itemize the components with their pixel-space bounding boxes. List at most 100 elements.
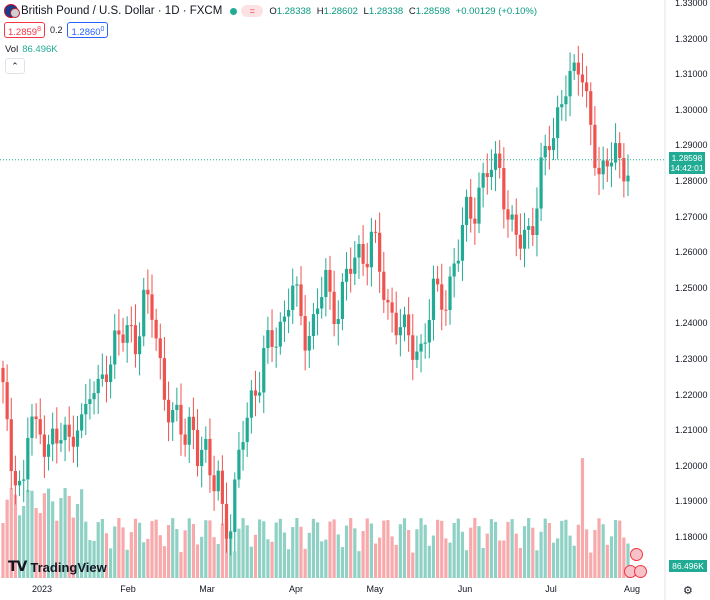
candle-body xyxy=(419,343,423,352)
candle-body xyxy=(191,416,195,430)
candle-body xyxy=(626,175,630,182)
candle-body xyxy=(593,124,597,168)
volume-bar xyxy=(436,519,440,578)
candle-body xyxy=(9,419,13,472)
price-tick-label: 1.22000 xyxy=(675,389,708,400)
candle-body xyxy=(249,390,253,418)
candle-body xyxy=(601,160,605,175)
candle-body xyxy=(564,96,568,105)
candle-body xyxy=(212,475,216,492)
ohlc-high-value: 1.28602 xyxy=(323,5,358,17)
candle-body xyxy=(605,160,609,167)
volume-bar xyxy=(237,528,241,578)
candle-body xyxy=(386,299,390,303)
volume-bar xyxy=(589,552,593,578)
candle-body xyxy=(286,309,291,317)
volume-bar xyxy=(191,523,195,578)
time-tick-label: Apr xyxy=(288,584,304,594)
volume-bar xyxy=(477,526,481,578)
volume-bar xyxy=(258,519,262,578)
price-tick-label: 1.21000 xyxy=(675,425,708,436)
candle-body xyxy=(510,214,514,220)
tv-logo-icon: TV xyxy=(8,559,27,575)
candle-body xyxy=(253,390,258,396)
volume-bar xyxy=(17,515,22,578)
volume-bar xyxy=(551,542,556,578)
volume-bar xyxy=(576,524,580,578)
candle-body xyxy=(394,312,398,336)
candle-body xyxy=(125,325,129,343)
volume-bar xyxy=(353,528,357,578)
volume-bar xyxy=(71,517,75,578)
candle-body xyxy=(373,231,378,233)
candle-body xyxy=(444,309,448,311)
volume-bar xyxy=(146,538,150,578)
buy-button[interactable]: 1.28600 xyxy=(67,22,109,39)
volume-bar xyxy=(382,520,386,578)
economic-event-gb-icon[interactable] xyxy=(630,548,643,561)
gb-flag-icon xyxy=(4,4,20,18)
candle-body xyxy=(398,327,402,336)
candle-body xyxy=(589,91,593,125)
price-axis[interactable]: 1.33000 1.32000 1.31000 1.30000 1.29000 1.280… xyxy=(665,0,710,600)
ohlc-high-key: H xyxy=(316,5,324,17)
candle-body xyxy=(216,470,220,492)
volume-bar xyxy=(262,521,266,578)
price-tick-label: 1.33000 xyxy=(675,0,708,8)
volume-bar xyxy=(59,498,63,578)
volume-bar xyxy=(171,518,175,578)
volume-bar xyxy=(233,551,237,578)
collapse-legend-button[interactable]: ⌃ xyxy=(5,58,25,74)
volume-bar xyxy=(266,539,270,578)
volume-bar xyxy=(506,521,510,578)
buy-price: 1.2860 xyxy=(71,27,101,39)
price-tick-label: 1.25000 xyxy=(675,282,708,293)
volume-bar xyxy=(349,518,353,578)
market-status-button[interactable]: = xyxy=(241,5,264,17)
candle-body xyxy=(262,348,266,393)
candle-body xyxy=(80,414,84,431)
tradingview-logo[interactable]: TV TradingView xyxy=(8,559,107,575)
volume-bar xyxy=(200,536,204,578)
candle-body xyxy=(307,336,311,351)
candle-body xyxy=(270,330,274,347)
volume-bar xyxy=(9,488,13,578)
ohlc-close-value: 1.28598 xyxy=(415,5,451,17)
candle-body xyxy=(195,429,200,467)
time-tick-label: May xyxy=(366,584,384,594)
symbol-title[interactable]: British Pound / U.S. Dollar · 1D · FXCM xyxy=(21,5,223,17)
volume-bar xyxy=(531,527,535,578)
volume-bar xyxy=(361,531,365,578)
candle-body xyxy=(361,244,365,264)
candle-body xyxy=(320,297,324,309)
volume-bar xyxy=(626,543,630,578)
symbol-row: British Pound / U.S. Dollar · 1D · FXCM … xyxy=(4,4,540,18)
volume-bar xyxy=(121,527,125,578)
sell-price-sup: 8 xyxy=(37,26,41,33)
candle-body xyxy=(390,302,394,313)
candle-body xyxy=(303,316,307,351)
candle-body xyxy=(51,428,55,445)
volume-bar xyxy=(282,532,287,578)
candle-body xyxy=(522,229,527,249)
economic-event-us-2-icon[interactable] xyxy=(634,565,647,578)
candle-body xyxy=(224,503,229,539)
candle-body xyxy=(150,294,154,320)
candle-body xyxy=(5,382,9,420)
volume-bar xyxy=(622,537,626,578)
volume-bar xyxy=(220,523,224,578)
sell-button[interactable]: 1.28598 xyxy=(4,22,45,38)
candle-body xyxy=(402,314,407,328)
volume-bar xyxy=(605,544,609,578)
candle-body xyxy=(460,224,465,261)
gear-icon[interactable]: ⚙ xyxy=(683,585,693,597)
candle-body xyxy=(622,157,626,182)
chevron-up-icon: ⌃ xyxy=(11,61,19,71)
countdown-value: 14:42:01 xyxy=(670,163,704,173)
candle-body xyxy=(440,284,444,310)
candle-body xyxy=(121,334,125,343)
volume-bar xyxy=(84,521,88,578)
candle-body xyxy=(204,438,208,450)
volume-bar xyxy=(609,536,614,578)
